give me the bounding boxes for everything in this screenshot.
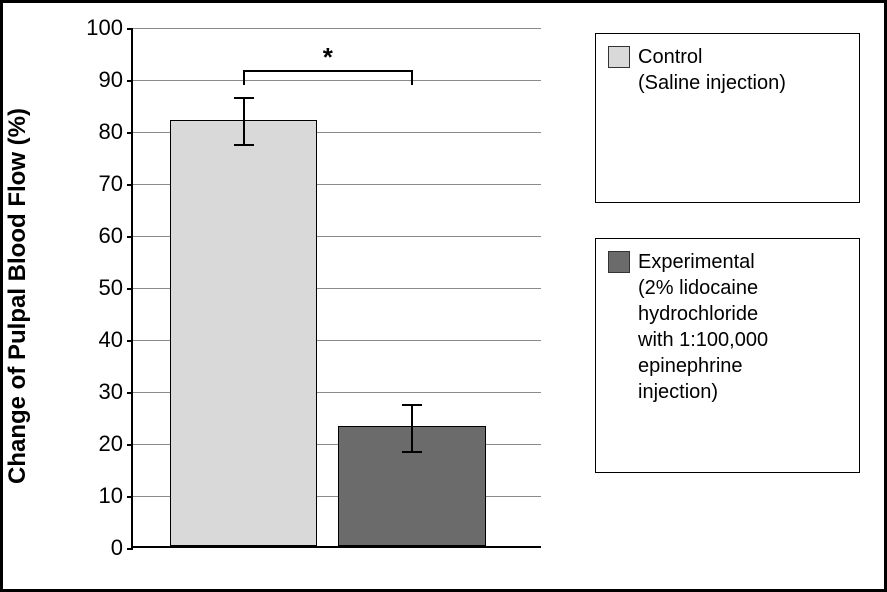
error-bar-control bbox=[243, 98, 245, 145]
error-cap-experimental bbox=[402, 404, 422, 406]
y-tick-label: 60 bbox=[83, 223, 123, 249]
y-tick-mark bbox=[127, 548, 133, 550]
y-tick-mark bbox=[127, 340, 133, 342]
significance-star: * bbox=[323, 42, 333, 73]
y-tick-label: 10 bbox=[83, 483, 123, 509]
legend-swatch bbox=[608, 46, 630, 68]
chart-frame: Change of Pulpal Blood Flow (%) * 0 10 20 3… bbox=[0, 0, 887, 592]
y-tick-label: 80 bbox=[83, 119, 123, 145]
y-tick-mark bbox=[127, 392, 133, 394]
y-tick-label: 30 bbox=[83, 379, 123, 405]
gridline bbox=[133, 28, 541, 29]
y-tick-mark bbox=[127, 496, 133, 498]
y-tick-label: 100 bbox=[83, 15, 123, 41]
legend-swatch bbox=[608, 251, 630, 273]
y-tick-mark bbox=[127, 444, 133, 446]
significance-drop bbox=[411, 70, 413, 86]
gridline bbox=[133, 80, 541, 81]
legend-item: Control(Saline injection) bbox=[608, 44, 847, 96]
significance-drop bbox=[243, 70, 245, 86]
legend-box-1: Experimental(2% lidocainehydrochloridewi… bbox=[595, 238, 860, 473]
y-tick-label: 0 bbox=[83, 535, 123, 561]
legend-text: Control(Saline injection) bbox=[638, 44, 786, 96]
legend-text: Experimental(2% lidocainehydrochloridewi… bbox=[638, 249, 768, 405]
bar-control bbox=[170, 120, 318, 546]
y-tick-mark bbox=[127, 28, 133, 30]
error-cap-control bbox=[234, 97, 254, 99]
y-tick-label: 20 bbox=[83, 431, 123, 457]
error-cap-experimental bbox=[402, 451, 422, 453]
y-tick-mark bbox=[127, 132, 133, 134]
y-tick-mark bbox=[127, 184, 133, 186]
chart-container: Change of Pulpal Blood Flow (%) * 010203… bbox=[63, 18, 563, 573]
y-axis-label: Change of Pulpal Blood Flow (%) bbox=[4, 108, 32, 484]
legend-item: Experimental(2% lidocainehydrochloridewi… bbox=[608, 249, 847, 405]
plot-area: * bbox=[131, 28, 541, 548]
y-tick-label: 90 bbox=[83, 67, 123, 93]
error-bar-experimental bbox=[411, 405, 413, 452]
legend-box-0: Control(Saline injection) bbox=[595, 33, 860, 203]
y-tick-mark bbox=[127, 236, 133, 238]
y-tick-label: 50 bbox=[83, 275, 123, 301]
y-tick-mark bbox=[127, 80, 133, 82]
error-cap-control bbox=[234, 144, 254, 146]
y-tick-mark bbox=[127, 288, 133, 290]
y-tick-label: 40 bbox=[83, 327, 123, 353]
y-tick-label: 70 bbox=[83, 171, 123, 197]
